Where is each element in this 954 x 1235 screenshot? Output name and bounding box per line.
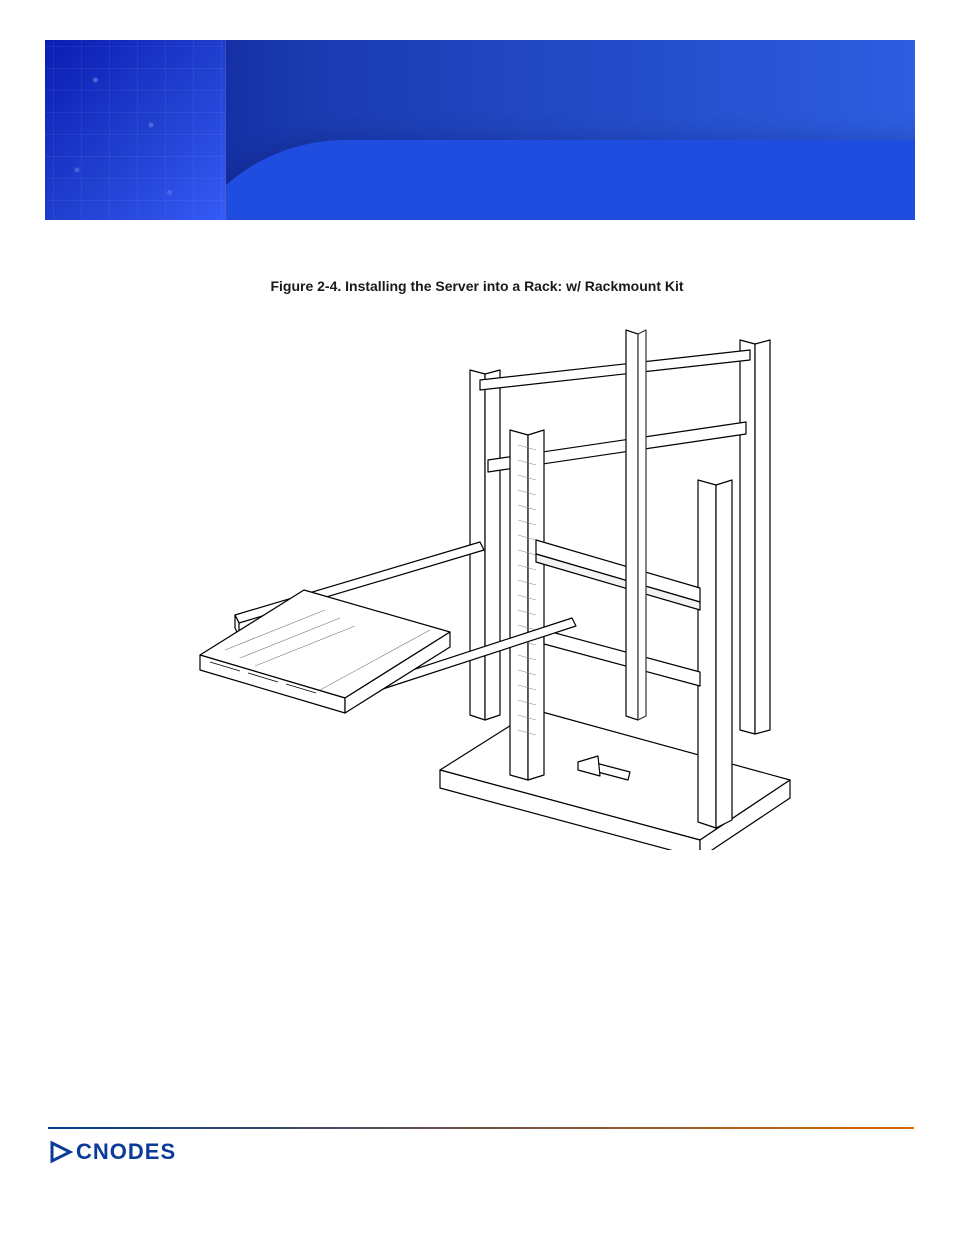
rack-install-diagram	[140, 310, 820, 850]
brand-logo-mark-icon	[48, 1139, 74, 1165]
figure-caption: Figure 2-4. Installing the Server into a…	[0, 278, 954, 294]
brand-logo-text: CNODES	[76, 1139, 176, 1165]
header-banner	[45, 40, 915, 220]
circuit-board-image	[45, 40, 226, 220]
footer-rule	[48, 1127, 914, 1129]
brand-logo: CNODES	[48, 1139, 914, 1165]
page-footer: CNODES	[48, 1127, 914, 1165]
banner-curve	[165, 140, 915, 220]
